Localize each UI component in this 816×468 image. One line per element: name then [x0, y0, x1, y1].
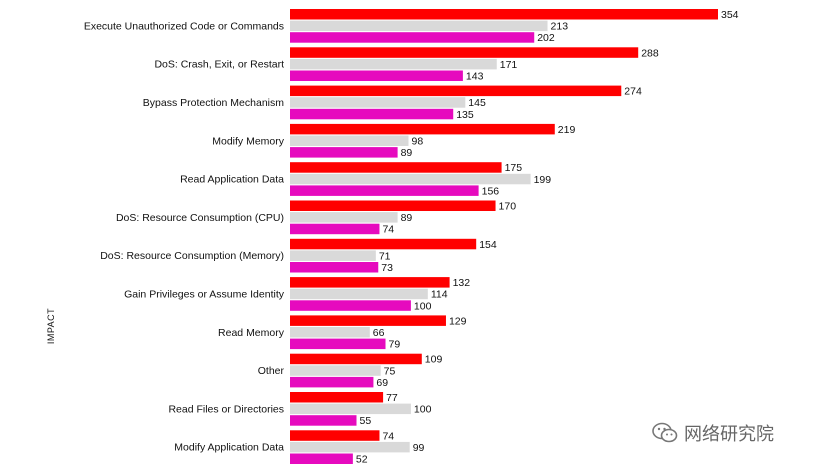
- bar: [290, 392, 384, 403]
- bar: [290, 315, 446, 326]
- bar: [290, 70, 463, 81]
- data-label: 354: [721, 9, 739, 21]
- data-label: 129: [449, 315, 467, 327]
- data-label: 219: [558, 124, 576, 136]
- data-label: 69: [376, 377, 388, 389]
- bar: [290, 262, 379, 273]
- watermark: 网络研究院: [652, 420, 774, 446]
- bar: [290, 353, 422, 365]
- data-label: 170: [499, 201, 517, 213]
- data-label: 75: [384, 365, 396, 377]
- bar: [290, 223, 380, 235]
- bar: [290, 327, 370, 338]
- category-label: Other: [258, 365, 285, 377]
- bar: [290, 453, 353, 464]
- data-label: 89: [401, 212, 413, 224]
- data-label: 199: [534, 174, 552, 186]
- bar: [290, 58, 497, 70]
- watermark-text: 网络研究院: [684, 424, 774, 444]
- category-label: DoS: Crash, Exit, or Restart: [154, 59, 284, 71]
- bar: [290, 162, 502, 173]
- category-label: Read Application Data: [180, 174, 284, 186]
- bar: [290, 430, 380, 441]
- category-label: Read Memory: [218, 327, 285, 339]
- bar: [290, 147, 398, 158]
- data-label: 77: [386, 392, 398, 404]
- data-label: 100: [414, 404, 432, 416]
- category-label: Bypass Protection Mechanism: [143, 97, 284, 109]
- data-label: 114: [431, 289, 448, 301]
- y-axis-title: IMPACT: [46, 308, 56, 344]
- bar: [290, 173, 531, 185]
- bar: [290, 365, 381, 376]
- data-label: 274: [624, 86, 642, 98]
- bar: [290, 108, 454, 120]
- bar: [290, 403, 411, 415]
- wechat-icon: [652, 422, 678, 444]
- data-label: 213: [551, 21, 569, 33]
- bar: [290, 250, 376, 261]
- category-label: DoS: Resource Consumption (CPU): [116, 212, 284, 224]
- category-label: Modify Application Data: [174, 442, 284, 454]
- bar: [290, 277, 450, 288]
- category-label: Read Files or Directories: [168, 403, 284, 415]
- data-label: 66: [373, 327, 385, 339]
- data-label: 98: [411, 136, 423, 148]
- bar: [290, 97, 466, 108]
- axis-title-group: IMPACT: [46, 308, 56, 344]
- bar: [290, 185, 479, 196]
- data-label: 55: [359, 415, 371, 427]
- plot-area: Execute Unauthorized Code or Commands 354…: [84, 9, 739, 466]
- data-label: 288: [641, 47, 659, 59]
- bar: [290, 338, 386, 350]
- bar: [290, 20, 548, 32]
- bar: [290, 135, 409, 146]
- bar: [290, 300, 411, 311]
- data-label: 143: [466, 71, 484, 83]
- bar: [290, 288, 428, 300]
- bar: [290, 238, 477, 250]
- data-label: 73: [381, 262, 393, 274]
- data-label: 202: [537, 32, 555, 44]
- bar: [290, 85, 622, 97]
- data-label: 99: [413, 442, 425, 454]
- data-label: 89: [401, 147, 413, 159]
- data-label: 100: [414, 300, 432, 312]
- bar: [290, 9, 718, 20]
- category-label: Execute Unauthorized Code or Commands: [84, 20, 284, 32]
- data-label: 74: [382, 430, 394, 442]
- bar: [290, 415, 357, 426]
- data-label: 145: [468, 97, 486, 109]
- bar: [290, 123, 555, 135]
- bar: [290, 32, 535, 43]
- category-label: Gain Privileges or Assume Identity: [124, 288, 285, 300]
- bar: [290, 376, 374, 388]
- data-label: 154: [479, 239, 497, 251]
- data-label: 74: [382, 224, 394, 236]
- bar: [290, 47, 639, 58]
- data-label: 175: [505, 162, 523, 174]
- bar: [290, 200, 496, 211]
- bar: [290, 441, 410, 453]
- data-label: 156: [482, 185, 500, 197]
- bar: [290, 212, 398, 223]
- data-label: 132: [453, 277, 471, 289]
- data-label: 171: [500, 59, 518, 71]
- data-label: 79: [389, 339, 401, 351]
- data-label: 52: [356, 454, 368, 466]
- category-label: DoS: Resource Consumption (Memory): [100, 250, 284, 262]
- category-label: Modify Memory: [212, 135, 285, 147]
- data-label: 109: [425, 354, 443, 366]
- data-label: 135: [456, 109, 474, 121]
- data-label: 71: [379, 250, 391, 262]
